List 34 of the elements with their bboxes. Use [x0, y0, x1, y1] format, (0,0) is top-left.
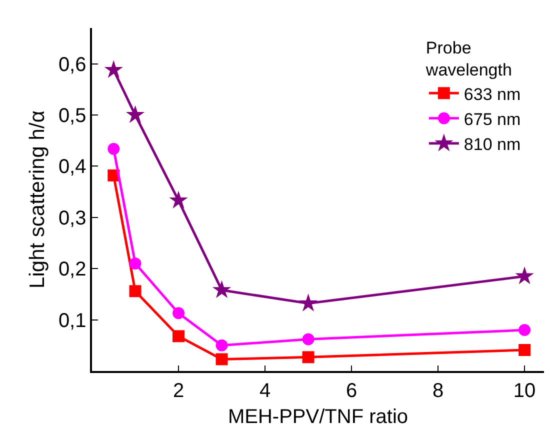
point — [216, 339, 228, 352]
point — [298, 294, 318, 312]
legend-title: Probe wavelength — [424, 38, 512, 80]
y-tick-label: 0,4 — [58, 156, 86, 178]
legend-label: 810 nm — [464, 135, 521, 154]
point — [129, 285, 142, 298]
point — [172, 330, 185, 342]
y-axis-title: Light scattering h/α — [26, 110, 50, 288]
point — [172, 307, 185, 320]
y-tick-label: 0,6 — [58, 54, 86, 76]
point — [126, 105, 145, 123]
point — [169, 190, 188, 208]
x-tick-label: 6 — [346, 380, 358, 402]
legend-label: 633 nm — [464, 84, 521, 104]
point — [518, 344, 531, 356]
point — [212, 280, 232, 298]
x-tick-label: 2 — [172, 380, 184, 402]
x-axis-title: MEH-PPV/TNF ratio — [228, 406, 408, 428]
point — [302, 333, 314, 346]
x-tick-label: 8 — [432, 380, 444, 402]
point — [129, 257, 142, 270]
x-tick-label: 10 — [513, 380, 536, 402]
point — [302, 351, 314, 364]
y-tick-label: 0,3 — [58, 207, 86, 230]
point — [108, 142, 120, 155]
point — [515, 266, 534, 284]
point — [104, 60, 123, 78]
y-tick-label: 0,2 — [58, 258, 86, 281]
point — [518, 324, 531, 336]
legend-label: 675 nm — [464, 110, 521, 129]
point — [216, 353, 228, 366]
y-tick-label: 0,1 — [58, 310, 86, 332]
x-tick-label: 4 — [259, 380, 271, 402]
y-tick-label: 0,5 — [58, 105, 86, 128]
